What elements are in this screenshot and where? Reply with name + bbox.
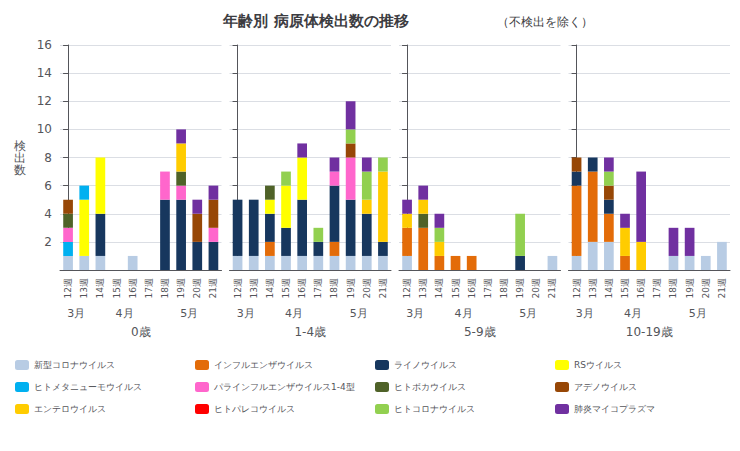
- svg-text:0歳: 0歳: [131, 325, 151, 339]
- svg-text:14週: 14週: [95, 278, 105, 298]
- svg-text:新型コロナウイルス: 新型コロナウイルス: [34, 360, 115, 370]
- svg-text:20週: 20週: [362, 278, 372, 298]
- svg-text:1-4歳: 1-4歳: [294, 325, 326, 339]
- svg-text:4: 4: [44, 207, 52, 221]
- svg-text:14: 14: [37, 66, 52, 80]
- svg-text:3月: 3月: [406, 307, 424, 320]
- svg-text:16: 16: [37, 38, 52, 52]
- svg-text:15週: 15週: [112, 278, 122, 298]
- svg-text:10: 10: [37, 122, 52, 136]
- svg-text:19週: 19週: [346, 278, 356, 298]
- svg-text:20週: 20週: [192, 278, 202, 298]
- svg-text:数: 数: [14, 163, 26, 177]
- svg-text:ライノウイルス: ライノウイルス: [394, 360, 457, 370]
- svg-text:3月: 3月: [576, 307, 594, 320]
- svg-text:12週: 12週: [402, 278, 412, 298]
- svg-text:14週: 14週: [604, 278, 614, 298]
- svg-text:20週: 20週: [701, 278, 711, 298]
- svg-text:17週: 17週: [483, 278, 493, 298]
- svg-text:14週: 14週: [434, 278, 444, 298]
- svg-text:年齢別 病原体検出数の推移: 年齢別 病原体検出数の推移: [222, 12, 408, 30]
- svg-text:アデノウイルス: アデノウイルス: [574, 382, 637, 392]
- svg-text:検: 検: [14, 138, 26, 153]
- svg-text:13週: 13週: [79, 278, 89, 298]
- svg-text:ヒトメタニューモウイルス: ヒトメタニューモウイルス: [34, 382, 142, 392]
- svg-text:出: 出: [14, 150, 26, 165]
- svg-text:4月: 4月: [624, 307, 642, 320]
- svg-text:19週: 19週: [176, 278, 186, 298]
- svg-text:エンテロウイルス: エンテロウイルス: [34, 404, 106, 414]
- svg-text:17週: 17週: [313, 278, 323, 298]
- svg-text:18週: 18週: [160, 278, 170, 298]
- svg-text:16週: 16週: [128, 278, 138, 298]
- svg-text:15週: 15週: [620, 278, 630, 298]
- svg-text:ヒトコロナウイルス: ヒトコロナウイルス: [394, 404, 475, 414]
- svg-text:ヒトボカウイルス: ヒトボカウイルス: [394, 382, 466, 392]
- svg-text:5月: 5月: [689, 307, 707, 320]
- svg-text:16週: 16週: [467, 278, 477, 298]
- svg-text:肺炎マイコプラズマ: 肺炎マイコプラズマ: [574, 404, 655, 414]
- svg-text:18週: 18週: [499, 278, 509, 298]
- svg-text:5月: 5月: [180, 307, 198, 320]
- svg-text:12週: 12週: [63, 278, 73, 298]
- svg-text:21週: 21週: [208, 278, 218, 298]
- svg-text:20週: 20週: [531, 278, 541, 298]
- svg-text:19週: 19週: [515, 278, 525, 298]
- svg-text:16週: 16週: [636, 278, 646, 298]
- svg-text:RSウイルス: RSウイルス: [574, 360, 622, 370]
- svg-text:2: 2: [44, 235, 52, 249]
- svg-text:12: 12: [37, 94, 52, 108]
- svg-text:5月: 5月: [519, 307, 537, 320]
- svg-text:13週: 13週: [588, 278, 598, 298]
- svg-text:5月: 5月: [350, 307, 368, 320]
- svg-text:19週: 19週: [685, 278, 695, 298]
- svg-text:4月: 4月: [455, 307, 473, 320]
- svg-text:13週: 13週: [249, 278, 259, 298]
- svg-text:インフルエンザウイルス: インフルエンザウイルス: [214, 360, 313, 370]
- svg-text:4月: 4月: [285, 307, 303, 320]
- svg-text:21週: 21週: [717, 278, 727, 298]
- svg-text:12週: 12週: [572, 278, 582, 298]
- svg-text:パラインフルエンザウイルス1-4型: パラインフルエンザウイルス1-4型: [213, 382, 355, 392]
- svg-text:18週: 18週: [668, 278, 678, 298]
- svg-text:21週: 21週: [378, 278, 388, 298]
- svg-text:15週: 15週: [451, 278, 461, 298]
- svg-text:15週: 15週: [281, 278, 291, 298]
- svg-text:18週: 18週: [329, 278, 339, 298]
- svg-text:21週: 21週: [547, 278, 557, 298]
- svg-text:8: 8: [44, 151, 52, 165]
- svg-text:17週: 17週: [652, 278, 662, 298]
- svg-text:（不検出を除く）: （不検出を除く）: [497, 15, 593, 29]
- svg-text:3月: 3月: [67, 307, 85, 320]
- svg-text:13週: 13週: [418, 278, 428, 298]
- svg-text:5-9歳: 5-9歳: [464, 325, 496, 339]
- svg-text:17週: 17週: [144, 278, 154, 298]
- svg-text:ヒトパレコウイルス: ヒトパレコウイルス: [214, 404, 295, 414]
- svg-text:6: 6: [44, 179, 52, 193]
- svg-text:16週: 16週: [297, 278, 307, 298]
- svg-text:4月: 4月: [116, 307, 134, 320]
- svg-text:12週: 12週: [233, 278, 243, 298]
- svg-text:3月: 3月: [237, 307, 255, 320]
- svg-text:14週: 14週: [265, 278, 275, 298]
- svg-text:10-19歳: 10-19歳: [626, 325, 673, 339]
